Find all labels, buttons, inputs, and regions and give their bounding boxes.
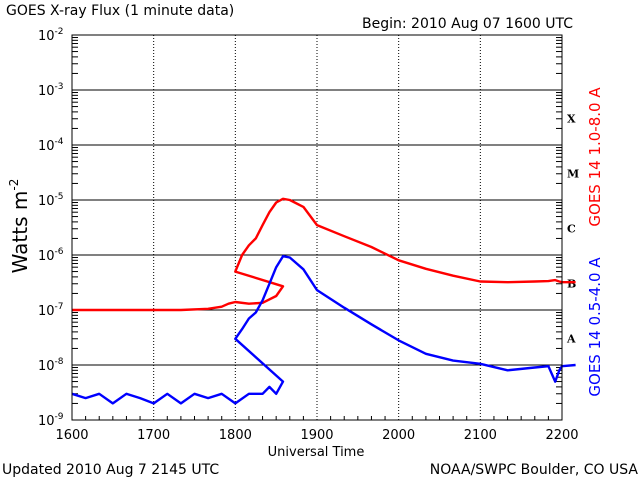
x-tick-label: 1600 [55,428,88,443]
series-line-short-channel [71,255,576,405]
y-axis-label-main: Watts m [8,191,32,274]
data-series [71,197,576,405]
series-line-long-channel [72,197,576,312]
flare-class-x: X [567,113,576,126]
y-tick-label: 10-6 [38,247,64,264]
x-tick-label: 2000 [382,428,415,443]
flare-class-labels: A B C M X [566,113,579,346]
x-axis-label: Universal Time [268,445,365,460]
chart-title: GOES X-ray Flux (1 minute data) [6,3,234,19]
x-tick-label: 2100 [464,428,497,443]
y-tick-label: 10-3 [38,82,64,99]
y-axis-label: Watts m-2 [7,179,32,274]
flare-class-c: C [567,223,576,236]
y-axis-label-exp: -2 [7,179,21,191]
plot-grid [72,35,562,420]
y-tick-labels: 10-9 10-8 10-7 10-6 10-5 10-4 10-3 10-2 [38,27,64,429]
updated-time: Updated 2010 Aug 7 2145 UTC [2,462,219,478]
flare-class-m: M [567,168,579,181]
x-tick-labels: 1600 1700 1800 1900 2000 2100 2200 [55,428,578,443]
y-tick-label: 10-8 [38,357,64,374]
plot-frame [71,34,563,421]
begin-time: Begin: 2010 Aug 07 1600 UTC [362,16,573,32]
x-tick-label: 1900 [300,428,333,443]
flare-class-b: B [567,278,576,291]
x-tick-label: 2200 [545,428,578,443]
y-tick-label: 10-4 [38,137,64,154]
x-tick-label: 1700 [137,428,170,443]
y-tick-label: 10-7 [38,302,64,319]
y-tick-label: 10-9 [38,412,64,429]
legend-short-channel: GOES 14 0.5-4.0 A [586,257,604,397]
legend-long-channel: GOES 14 1.0-8.0 A [586,87,604,227]
x-tick-label: 1800 [219,428,252,443]
svg-text:Watts m-2: Watts m-2 [7,179,32,274]
y-tick-label: 10-5 [38,192,64,209]
source-credit: NOAA/SWPC Boulder, CO USA [430,462,639,478]
flare-class-a: A [566,333,576,346]
y-tick-label: 10-2 [38,27,64,44]
